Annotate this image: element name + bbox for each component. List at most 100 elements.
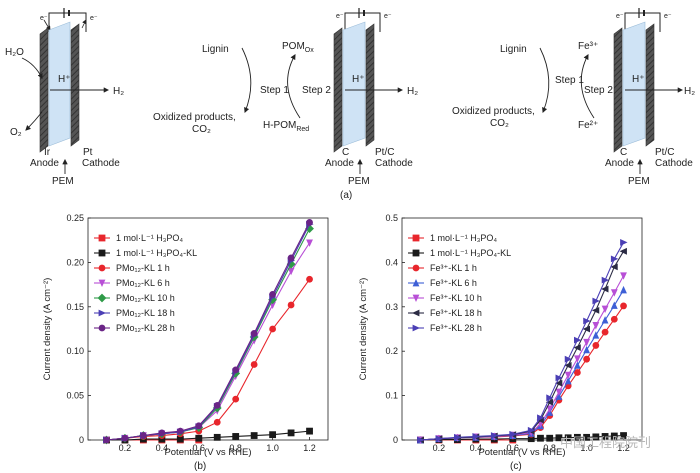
chart-c-ticks: 0.2 0.4 0.6 0.8 1.0 1.2 0 0.1 0.2 0.3 0.4 0.5 xyxy=(385,213,629,453)
legend-label: Fe³⁺-KL 28 h xyxy=(430,323,482,333)
cell-2-circuit xyxy=(344,8,381,32)
legend-label: 1 mol·L⁻¹ H₃PO₄-KL xyxy=(430,248,511,258)
cell-3-co2: CO₂ xyxy=(490,118,509,129)
chart-c-panel-label: (c) xyxy=(510,461,522,472)
data-point xyxy=(610,301,618,309)
cell-3-h2: H₂ xyxy=(684,86,695,97)
data-point xyxy=(620,285,627,294)
data-point xyxy=(610,289,618,297)
data-point xyxy=(176,435,184,443)
data-point xyxy=(582,325,591,333)
data-point xyxy=(592,322,600,330)
chart-b-panel-label: (b) xyxy=(194,461,206,472)
data-point xyxy=(490,432,499,439)
cell-1-anode-electrode xyxy=(39,27,49,153)
data-point xyxy=(620,239,628,246)
chart-b: 0.2 0.4 0.6 0.8 1.0 1.200.050.100.150.200.25 … xyxy=(42,213,329,472)
cell-3-anode-electrode xyxy=(613,27,623,153)
x-tick-label: 0.6 xyxy=(193,443,206,453)
data-point xyxy=(435,435,443,443)
legend-label: Fe³⁺-KL 1 h xyxy=(430,263,477,273)
legend-marker xyxy=(412,294,420,302)
cell-3-fe2: Fe²⁺ xyxy=(578,120,598,131)
y-tick-label: 0.1 xyxy=(385,391,398,401)
data-point xyxy=(250,361,258,368)
data-point xyxy=(545,398,554,406)
data-point xyxy=(601,328,609,336)
chart-c-series xyxy=(416,239,628,444)
y-tick-label: 0 xyxy=(393,435,398,445)
chart-c: 0.2 0.4 0.6 0.8 1.0 1.2 0 0.1 0.2 0.3 0.4 0.5 1 mol… xyxy=(358,213,643,472)
data-point xyxy=(232,395,240,403)
cell-1-h2o: H₂O xyxy=(5,47,24,58)
data-point xyxy=(583,433,591,441)
watermark: 中国工程院院刊 xyxy=(560,435,651,450)
y-tick-label: 0.10 xyxy=(66,346,84,356)
cell-2-anode: Anode xyxy=(325,158,354,169)
data-point xyxy=(592,331,600,339)
cell-3-oxidized: Oxidized products, xyxy=(452,106,535,117)
cell-2: Lignin POMOx Step 1 Step 2 Oxidized prod… xyxy=(153,8,418,187)
data-point xyxy=(601,305,609,314)
data-point xyxy=(195,434,203,442)
data-point xyxy=(287,429,295,437)
cell-2-pom-ox: POMOx xyxy=(282,41,314,54)
y-tick-label: 0.25 xyxy=(66,213,84,223)
cell-1-anode-metal: Ir xyxy=(44,147,51,158)
legend-marker xyxy=(98,234,106,242)
data-point xyxy=(573,336,582,344)
legend-marker xyxy=(98,279,106,287)
data-point xyxy=(555,392,563,400)
legend-marker xyxy=(98,249,106,257)
cell-1-pem: PEM xyxy=(52,176,74,187)
y-tick-label: 0.3 xyxy=(385,302,398,312)
cell-1-hplus: H⁺ xyxy=(58,74,71,85)
data-point xyxy=(417,436,425,444)
legend-label: Fe³⁺-KL 6 h xyxy=(430,278,477,288)
x-tick-label: 1.0 xyxy=(580,443,593,453)
cell-2-oxidized: Oxidized products, xyxy=(153,112,236,123)
data-point xyxy=(121,434,129,442)
data-point xyxy=(583,345,591,354)
y-tick-label: 0 xyxy=(79,435,84,445)
cell-2-e-right: e⁻ xyxy=(384,13,392,20)
cell-3-hplus: H⁺ xyxy=(632,74,645,85)
data-point xyxy=(306,219,313,226)
data-point xyxy=(306,239,313,247)
data-point xyxy=(601,316,609,324)
cell-1-o2: O₂ xyxy=(10,127,22,138)
legend-label: PMo₁₂-KL 1 h xyxy=(116,263,170,273)
data-point xyxy=(564,434,572,442)
cell-3-circuit xyxy=(624,8,661,32)
cell-2-pem: PEM xyxy=(348,176,370,187)
cell-1-e-left: e⁻ xyxy=(40,15,48,22)
x-tick-label: 0.6 xyxy=(507,443,520,453)
data-point xyxy=(610,255,619,263)
cell-3-cathode-metal: Pt/C xyxy=(655,147,674,158)
cell-3-e-right: e⁻ xyxy=(664,13,672,20)
legend-label: PMo₁₂-KL 28 h xyxy=(116,323,175,333)
data-point xyxy=(195,422,203,430)
cell-3-cathode-electrode xyxy=(645,23,655,147)
cell-1: e⁻ e⁻ H₂O H⁺ H₂ O₂ Ir Anode Pt Cathode P… xyxy=(5,8,124,187)
chart-c-ylabel: Current density (A cm⁻²) xyxy=(358,278,369,381)
data-point xyxy=(158,429,166,437)
cell-3-cathode: Cathode xyxy=(655,158,693,169)
data-point xyxy=(213,418,221,426)
data-point xyxy=(564,355,573,363)
data-point xyxy=(176,427,184,435)
chart-c-xlabel: Potential (V vs RHE) xyxy=(478,447,565,458)
legend-marker xyxy=(98,264,106,272)
legend-marker xyxy=(98,309,106,317)
panel-a-label: (a) xyxy=(340,190,352,201)
data-point xyxy=(232,433,240,440)
data-point xyxy=(472,433,480,440)
data-point xyxy=(555,388,563,397)
data-point xyxy=(601,433,609,440)
cell-3-fe3: Fe³⁺ xyxy=(578,41,598,52)
data-point xyxy=(139,432,147,439)
data-point xyxy=(287,254,295,262)
x-tick-label: 1.2 xyxy=(303,443,316,453)
data-point xyxy=(564,362,572,369)
data-point xyxy=(601,276,610,284)
